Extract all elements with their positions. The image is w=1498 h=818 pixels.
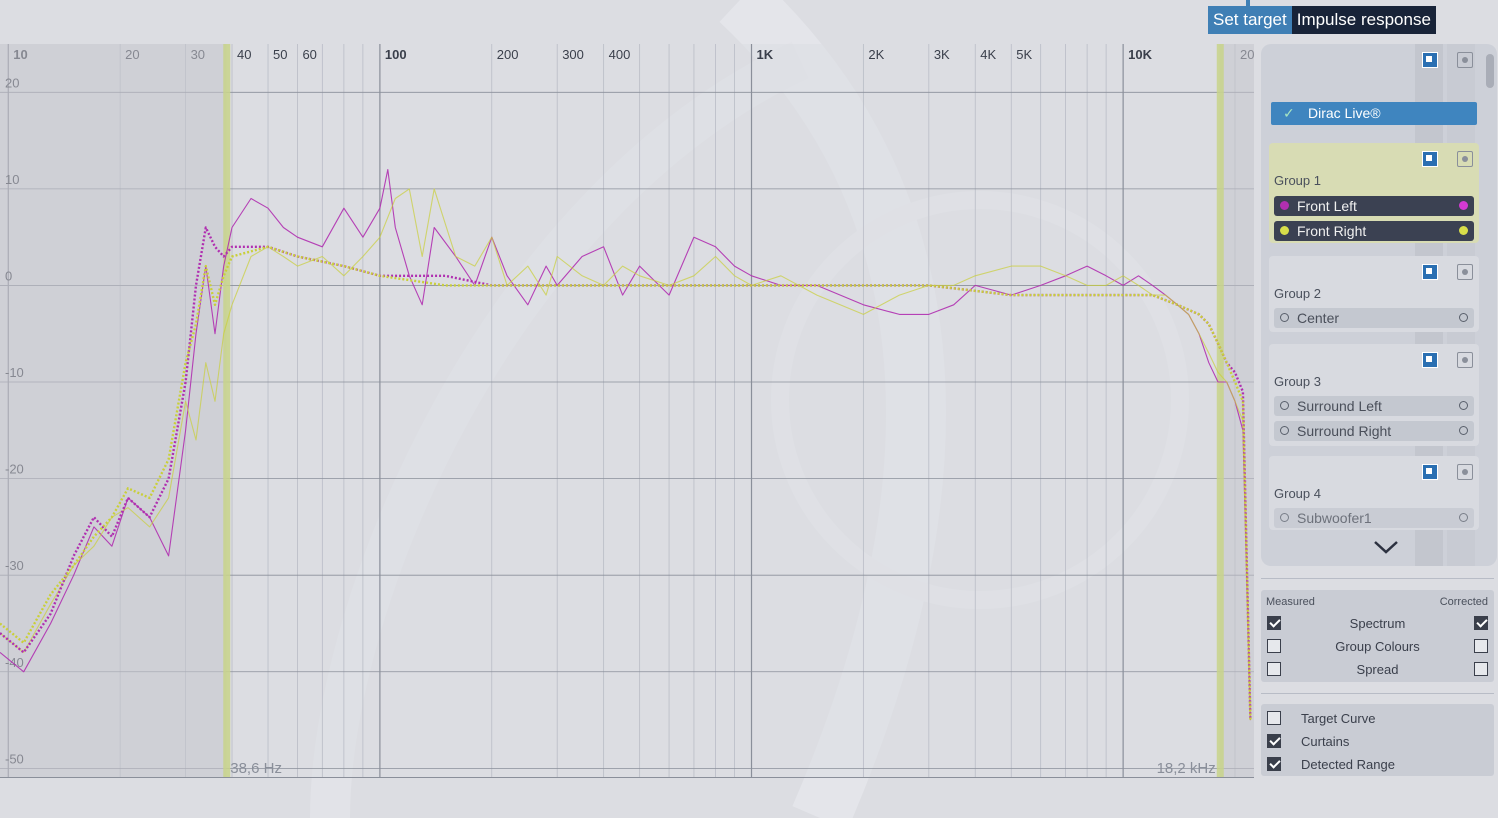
detected-range-low-label: 38,6 Hz — [230, 760, 282, 777]
x-tick-label: 400 — [609, 47, 631, 62]
group-label: Group 1 — [1274, 173, 1321, 188]
channel-surround-left[interactable]: Surround Left — [1274, 396, 1474, 416]
group-view-icon[interactable] — [1457, 151, 1473, 167]
scrollbar-thumb[interactable] — [1486, 54, 1494, 88]
x-tick-label: 60 — [302, 47, 316, 62]
channel-name: Front Left — [1297, 198, 1357, 214]
channel-color-dot — [1280, 201, 1289, 210]
group-label: Group 3 — [1274, 374, 1321, 389]
x-tick-label: 100 — [385, 47, 407, 62]
channel-selected-dot[interactable] — [1459, 426, 1468, 435]
x-tick-label: 10K — [1128, 47, 1152, 62]
panel-scrollbar[interactable] — [1485, 50, 1495, 540]
channel-color-dot — [1280, 513, 1289, 522]
measured-caption: Measured — [1266, 596, 1315, 608]
x-tick-label: 300 — [562, 47, 584, 62]
detected-range-checkbox[interactable] — [1267, 757, 1281, 771]
x-tick-label: 4K — [980, 47, 996, 62]
channel-front-left[interactable]: Front Left — [1274, 196, 1474, 216]
group-config-icon[interactable] — [1422, 464, 1438, 480]
curtain-low — [0, 44, 227, 778]
group-colours-label: Group Colours — [1335, 639, 1420, 654]
group-view-icon[interactable] — [1457, 264, 1473, 280]
chevron-down-icon[interactable] — [1371, 538, 1401, 558]
channel-name: Center — [1297, 310, 1340, 326]
dirac-live-row[interactable]: ✓ Dirac Live® — [1271, 102, 1477, 125]
spectrum-corrected-checkbox[interactable] — [1474, 616, 1488, 630]
channel-subwoofer1[interactable]: Subwoofer1 — [1274, 508, 1474, 528]
view-tabs: Set target Impulse response — [1208, 6, 1436, 34]
curtains-checkbox[interactable] — [1267, 734, 1281, 748]
target-curve-checkbox[interactable] — [1267, 711, 1281, 725]
channel-selected-dot[interactable] — [1459, 201, 1468, 210]
channel-color-dot — [1280, 313, 1289, 322]
divider — [1261, 693, 1494, 694]
channel-selected-dot[interactable] — [1459, 226, 1468, 235]
range-marker-high — [1216, 44, 1224, 778]
group-config-icon[interactable] — [1422, 151, 1438, 167]
channel-selected-dot[interactable] — [1459, 313, 1468, 322]
x-tick-label: 5K — [1016, 47, 1032, 62]
tab-set-target[interactable]: Set target — [1208, 6, 1292, 34]
divider — [1261, 578, 1494, 579]
group-3[interactable]: Group 3 Surround Left Surround Right — [1269, 344, 1479, 446]
target-curve-label: Target Curve — [1301, 711, 1376, 726]
x-tick-label: 3K — [934, 47, 950, 62]
detected-range-high-label: 18,2 kHz — [1157, 760, 1216, 777]
x-tick-label: 200 — [497, 47, 519, 62]
channel-name: Subwoofer1 — [1297, 510, 1372, 526]
channel-panel: ✓ Dirac Live® Group 1 Front Left Front R… — [1261, 44, 1497, 566]
group-config-icon[interactable] — [1422, 352, 1438, 368]
detected-range-label: Detected Range — [1301, 757, 1395, 772]
range-marker-low — [223, 44, 231, 778]
group-colours-measured-checkbox[interactable] — [1267, 639, 1281, 653]
group-label: Group 4 — [1274, 486, 1321, 501]
channel-name: Front Right — [1297, 223, 1367, 239]
measured-curve-front-left — [0, 169, 1251, 721]
group-label: Group 2 — [1274, 286, 1321, 301]
channel-name: Surround Right — [1297, 423, 1392, 439]
x-tick-label: 1K — [757, 47, 774, 62]
spread-measured-checkbox[interactable] — [1267, 662, 1281, 676]
channel-front-right[interactable]: Front Right — [1274, 221, 1474, 241]
corrected-caption: Corrected — [1439, 596, 1488, 608]
group-1[interactable]: Group 1 Front Left Front Right — [1269, 143, 1479, 243]
frequency-response-chart: 20100-10-20-30-40-5010203040506010020030… — [0, 44, 1254, 778]
x-tick-label: 2K — [868, 47, 884, 62]
dirac-live-label: Dirac Live® — [1308, 105, 1381, 121]
tab-indicator — [1246, 0, 1250, 6]
group-colours-corrected-checkbox[interactable] — [1474, 639, 1488, 653]
group-2[interactable]: Group 2 Center — [1269, 256, 1479, 332]
view-all-icon[interactable] — [1457, 52, 1473, 68]
spectrum-label: Spectrum — [1349, 616, 1406, 631]
channel-center[interactable]: Center — [1274, 308, 1474, 328]
spectrum-measured-checkbox[interactable] — [1267, 616, 1281, 630]
group-config-icon[interactable] — [1422, 264, 1438, 280]
channel-color-dot — [1280, 226, 1289, 235]
check-icon: ✓ — [1283, 105, 1295, 121]
spread-corrected-checkbox[interactable] — [1474, 662, 1488, 676]
overlay-options: Target Curve Curtains Detected Range — [1261, 704, 1494, 776]
channel-selected-dot[interactable] — [1459, 513, 1468, 522]
spectrum-legend: Measured Corrected Spectrum Group Colour… — [1261, 590, 1494, 682]
channel-color-dot — [1280, 401, 1289, 410]
spread-label: Spread — [1356, 662, 1399, 677]
group-view-icon[interactable] — [1457, 352, 1473, 368]
x-tick-label: 40 — [237, 47, 251, 62]
channel-color-dot — [1280, 426, 1289, 435]
group-view-icon[interactable] — [1457, 464, 1473, 480]
tab-impulse-response[interactable]: Impulse response — [1291, 6, 1436, 34]
group-4[interactable]: Group 4 Subwoofer1 — [1269, 456, 1479, 530]
channel-surround-right[interactable]: Surround Right — [1274, 421, 1474, 441]
config-all-icon[interactable] — [1422, 52, 1438, 68]
channel-selected-dot[interactable] — [1459, 401, 1468, 410]
frequency-response-plot[interactable]: 20100-10-20-30-40-5010203040506010020030… — [0, 44, 1254, 778]
corrected-curve-front-right — [0, 245, 1252, 721]
x-tick-label: 50 — [273, 47, 287, 62]
measured-curve-front-right — [0, 188, 1251, 721]
curtains-label: Curtains — [1301, 734, 1350, 749]
channel-name: Surround Left — [1297, 398, 1382, 414]
